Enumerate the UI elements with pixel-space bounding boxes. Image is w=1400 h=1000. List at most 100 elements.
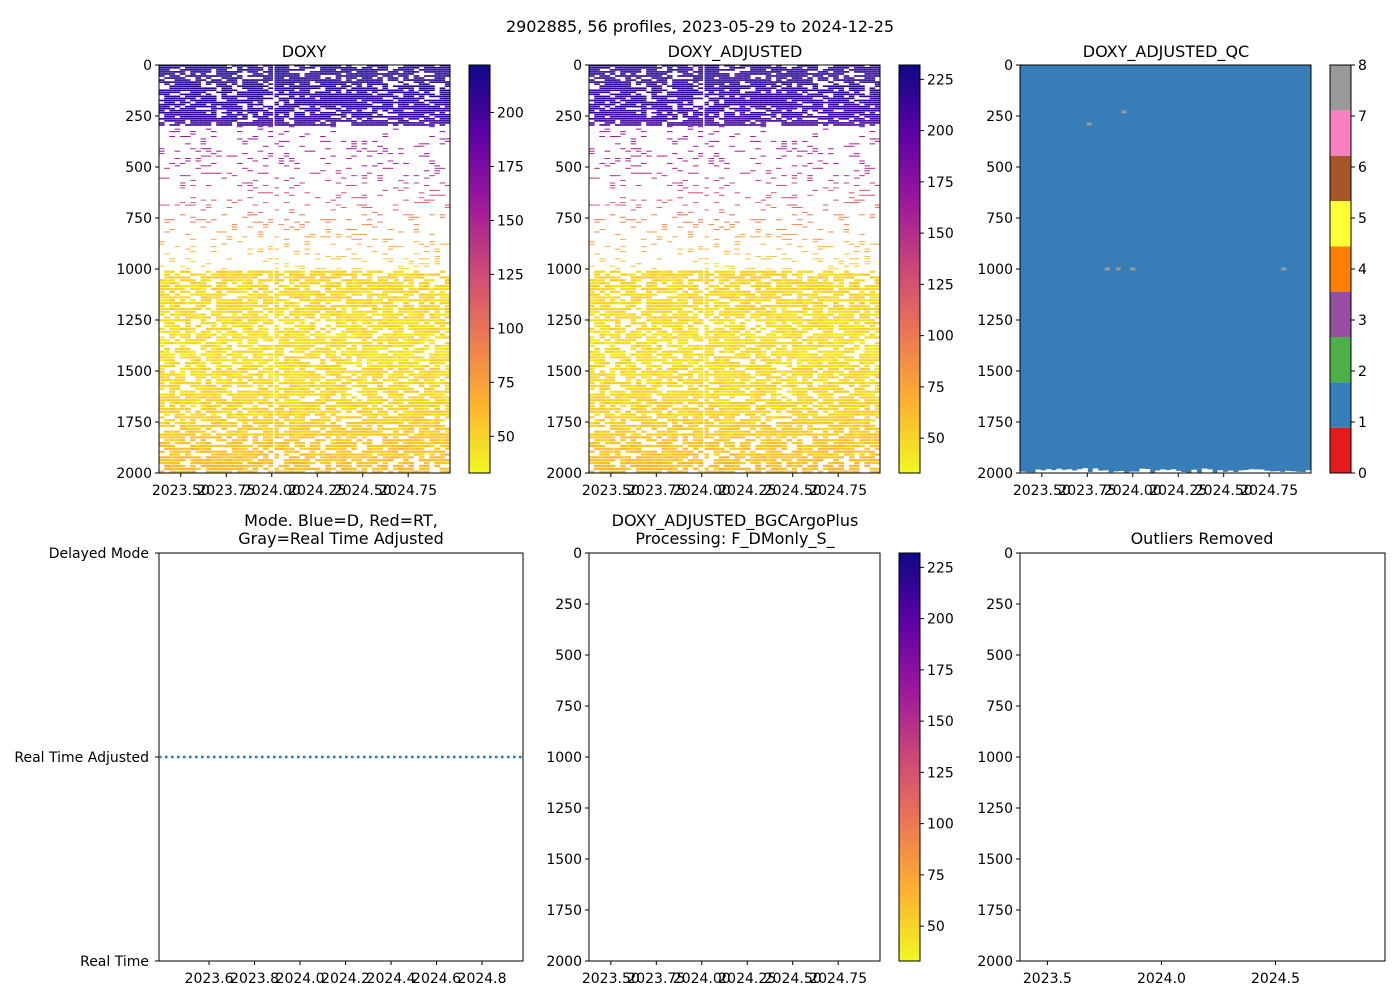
heatmap-cell xyxy=(372,124,378,126)
heatmap-cell xyxy=(361,165,368,167)
y-tick-label: 1500 xyxy=(116,364,152,380)
heatmap-cell xyxy=(330,113,337,116)
heatmap-cell xyxy=(294,124,300,126)
heatmap-cell xyxy=(159,299,165,302)
heatmap-cell xyxy=(164,444,170,448)
heatmap-cell xyxy=(372,79,378,81)
heatmap-cell xyxy=(418,433,425,436)
heatmap-cell xyxy=(314,379,321,382)
heatmap-cell xyxy=(210,251,217,253)
heatmap-cell xyxy=(299,413,305,416)
heatmap-cell xyxy=(200,430,207,433)
heatmap-cell xyxy=(262,85,269,87)
heatmap-cell xyxy=(190,238,196,240)
heatmap-cell xyxy=(288,81,295,83)
heatmap-cell xyxy=(210,347,217,350)
heatmap-cell xyxy=(205,427,212,430)
heatmap-cell xyxy=(252,356,259,359)
heatmap-cell xyxy=(387,79,394,81)
heatmap-cell xyxy=(205,172,212,174)
heatmap-cell xyxy=(190,393,196,396)
heatmap-cell xyxy=(190,118,196,120)
heatmap-cell xyxy=(257,211,264,213)
heatmap-cell xyxy=(159,118,165,120)
heatmap-cell xyxy=(429,459,435,462)
heatmap-cell xyxy=(252,453,259,456)
heatmap-cell xyxy=(179,69,186,71)
heatmap-cell xyxy=(398,299,404,302)
heatmap-cell xyxy=(351,444,357,448)
heatmap-cell xyxy=(304,324,311,328)
heatmap-cell xyxy=(242,430,248,433)
heatmap-cell xyxy=(174,362,181,365)
heatmap-cell xyxy=(247,248,253,250)
heatmap-cell xyxy=(268,427,274,430)
heatmap-cell xyxy=(377,410,383,413)
heatmap-cell xyxy=(439,138,446,140)
heatmap-cell xyxy=(299,364,305,368)
heatmap-cell xyxy=(325,81,331,83)
heatmap-cell xyxy=(304,373,311,376)
heatmap-cell xyxy=(216,307,222,310)
heatmap-cell xyxy=(278,99,285,102)
heatmap-cell xyxy=(366,319,373,322)
heatmap-cell xyxy=(372,287,378,290)
heatmap-cell xyxy=(314,99,321,102)
heatmap-cell xyxy=(190,370,196,373)
heatmap-cell xyxy=(444,413,451,416)
heatmap-cell xyxy=(392,79,399,81)
heatmap-cell xyxy=(589,299,595,302)
heatmap-cell xyxy=(418,143,425,145)
heatmap-cell xyxy=(366,219,373,221)
heatmap-cell xyxy=(257,282,264,285)
heatmap-cell xyxy=(210,113,217,116)
heatmap-cell xyxy=(408,290,415,293)
heatmap-cell xyxy=(589,456,595,459)
heatmap-cell xyxy=(304,464,311,468)
heatmap-cell xyxy=(403,416,409,419)
heatmap-cell xyxy=(398,467,404,470)
heatmap-cell xyxy=(210,430,217,433)
heatmap-cell xyxy=(361,182,368,184)
heatmap-cell xyxy=(335,258,342,260)
heatmap-cell xyxy=(205,424,212,428)
heatmap-cell xyxy=(387,316,394,319)
heatmap-cell xyxy=(314,330,321,333)
heatmap-cell xyxy=(268,155,274,157)
heatmap-cell xyxy=(320,450,326,453)
heatmap-cell xyxy=(268,126,274,128)
heatmap-cell xyxy=(257,336,264,339)
heatmap-cell xyxy=(408,364,415,368)
heatmap-cell xyxy=(330,258,337,260)
heatmap-cell xyxy=(205,101,212,104)
heatmap-cell xyxy=(309,422,316,425)
heatmap-cell xyxy=(335,464,342,468)
heatmap-cell xyxy=(340,177,347,179)
heatmap-cell xyxy=(398,336,404,339)
heatmap-cell xyxy=(429,444,435,448)
heatmap-cell xyxy=(231,402,238,405)
heatmap-cell xyxy=(205,109,212,112)
heatmap-cell xyxy=(278,279,285,282)
heatmap-cell xyxy=(210,162,217,164)
heatmap-cell xyxy=(247,324,253,328)
heatmap-cell xyxy=(252,433,259,436)
heatmap-cell xyxy=(361,313,368,316)
heatmap-cell xyxy=(299,313,305,316)
heatmap-cell xyxy=(335,296,342,299)
heatmap-cell xyxy=(330,367,337,370)
heatmap-cell xyxy=(242,124,248,126)
heatmap-cell xyxy=(190,293,196,296)
heatmap-cell xyxy=(200,290,207,293)
heatmap-cell xyxy=(434,430,441,433)
heatmap-cell xyxy=(361,370,368,373)
heatmap-cell xyxy=(340,192,347,194)
heatmap-cell xyxy=(361,373,368,376)
heatmap-cell xyxy=(247,379,253,382)
heatmap-cell xyxy=(304,364,311,368)
heatmap-cell xyxy=(174,85,181,87)
heatmap-cell xyxy=(439,370,446,373)
heatmap-cell xyxy=(418,69,425,71)
heatmap-cell xyxy=(262,304,269,308)
heatmap-cell xyxy=(247,170,253,172)
